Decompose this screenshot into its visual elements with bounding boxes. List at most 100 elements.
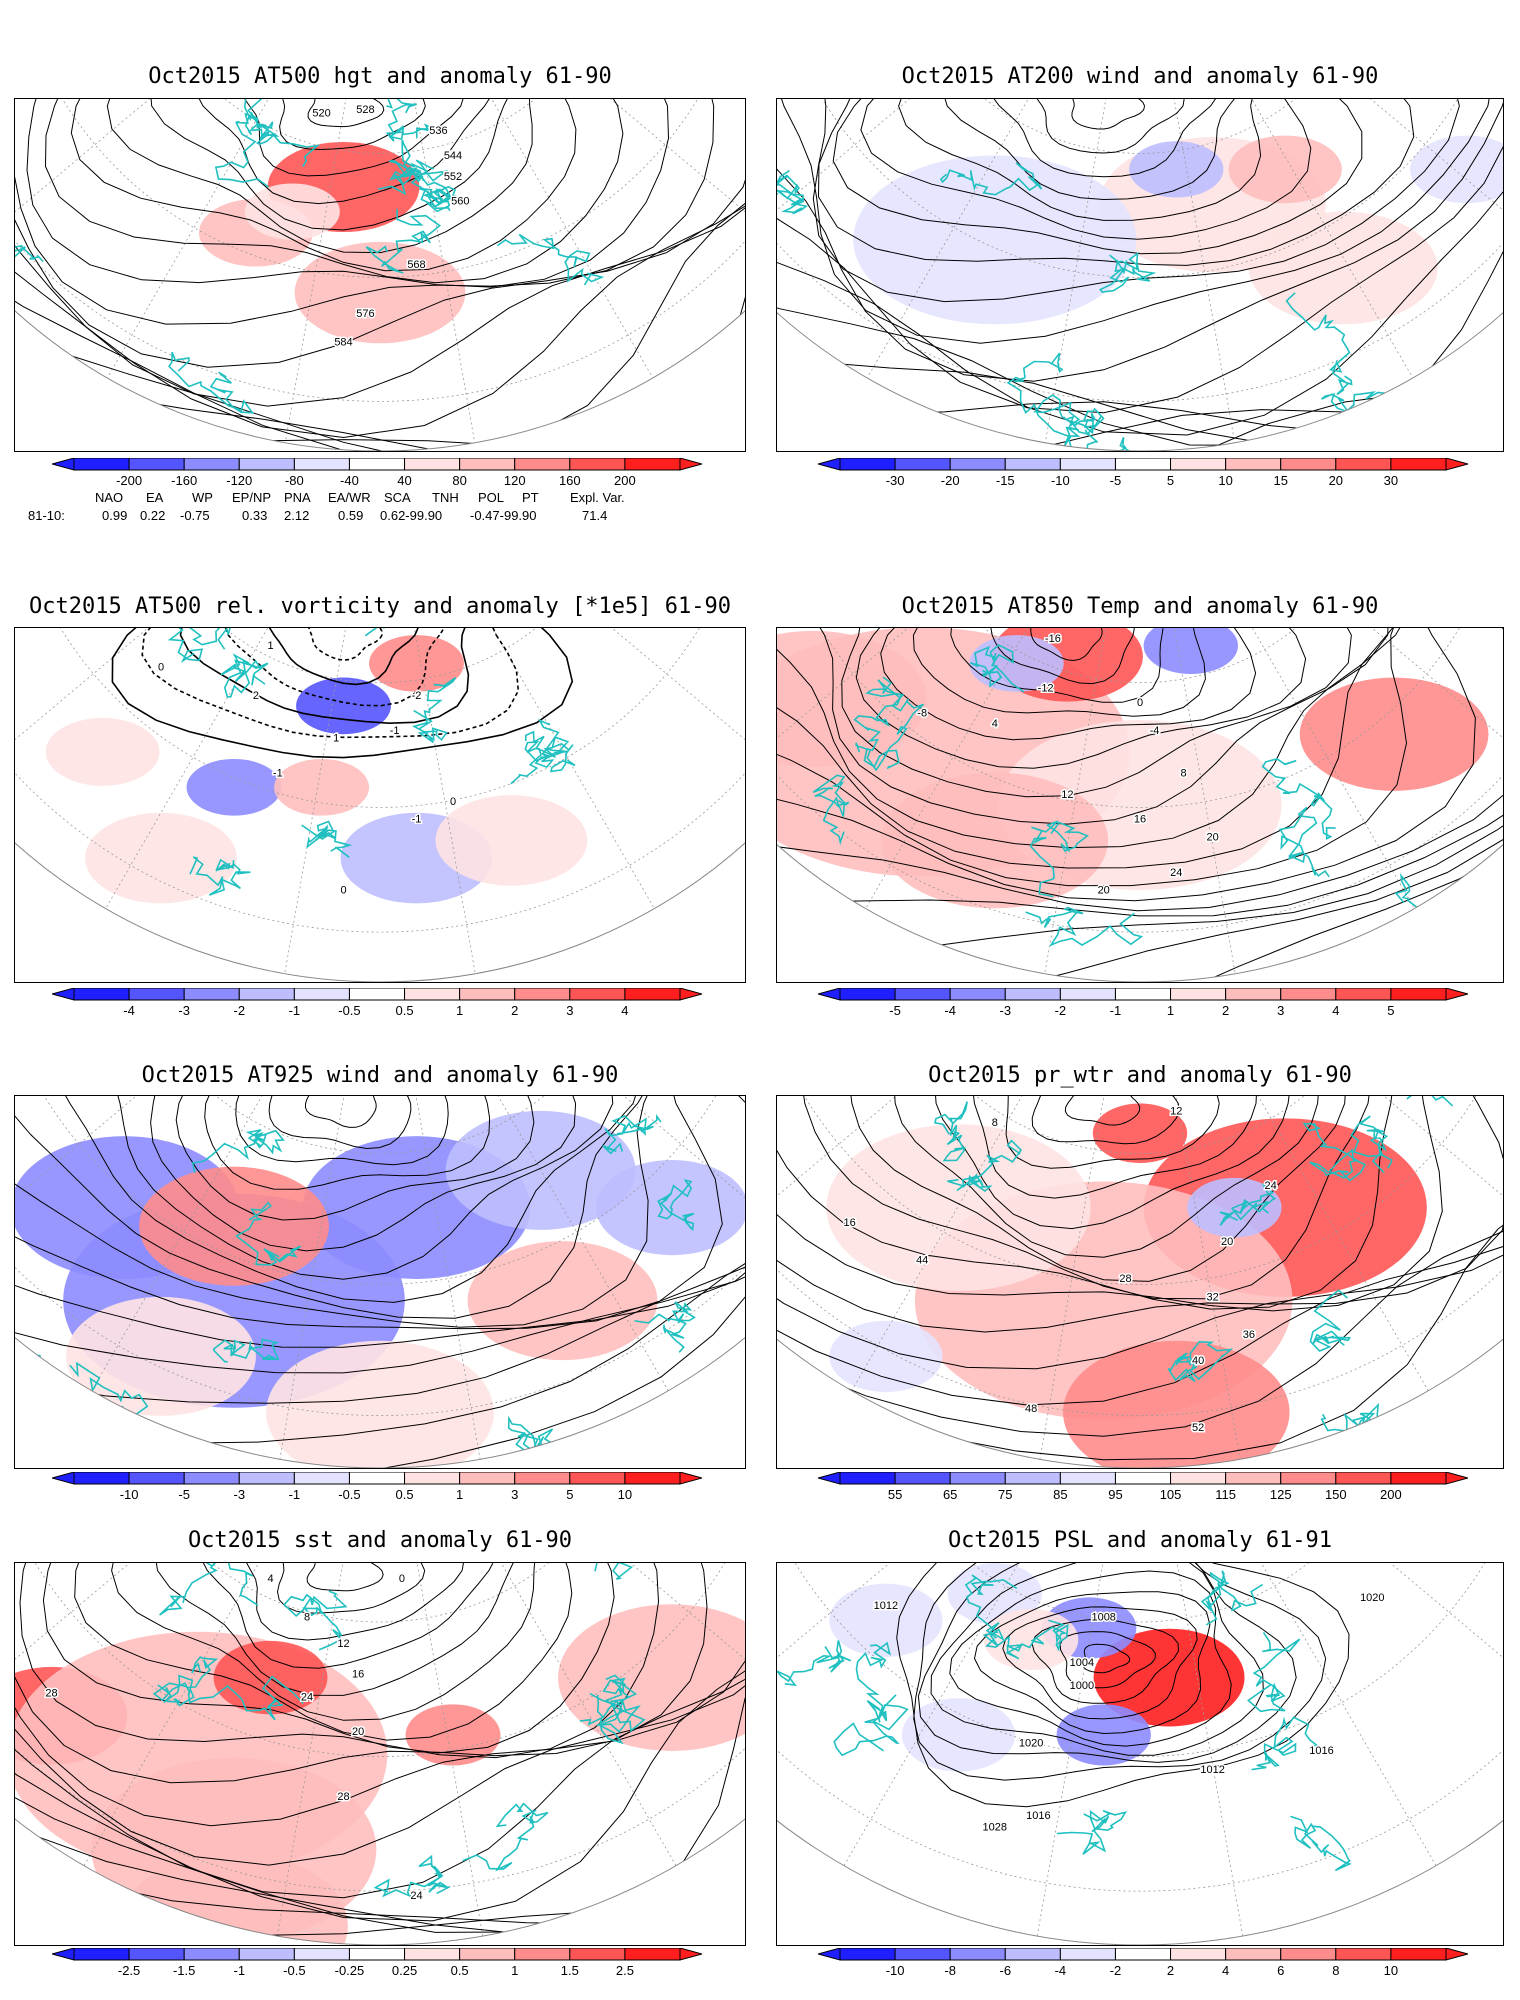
contour-line (1031, 1618, 1179, 1704)
contour-label: 24 (410, 1890, 422, 1902)
colorbar-segment (128, 988, 185, 1001)
colorbar-tick-label: -8 (944, 1963, 956, 1978)
coastline (462, 1802, 549, 1872)
contour-line (222, 628, 450, 707)
coastline (1320, 386, 1426, 416)
map-layer (777, 99, 1503, 451)
coastline (152, 1655, 219, 1704)
colorbar-hgt500: -200 -160 -120 -80 -40 40 80 120 160 200 (52, 458, 702, 488)
colorbar-tick-label: 75 (998, 1487, 1012, 1502)
contour-line (777, 628, 1503, 912)
contour-line (1030, 628, 1103, 662)
contour-label: 0 (399, 1573, 405, 1585)
colorbar-segment (238, 988, 295, 1001)
coastline (168, 351, 255, 414)
colorbar-segment (514, 458, 571, 471)
colorbar-segment (404, 1948, 461, 1961)
coastline (388, 139, 457, 212)
colorbar-svg: -30 -20 -15 -10 -5 5 10 15 20 30 (818, 458, 1468, 488)
panel-title: Oct2015 pr_wtr and anomaly 61-90 (928, 1063, 1352, 1088)
colorbar-segment (73, 1948, 130, 1961)
coastline (1394, 873, 1467, 937)
colorbar-tick-label: 5 (1167, 473, 1174, 488)
contour-label: 24 (1265, 1180, 1277, 1192)
contour-line (1002, 1606, 1198, 1720)
contour-label: 1 (333, 732, 339, 744)
contour-label: 16 (352, 1669, 364, 1681)
anomaly-shade (1063, 1340, 1290, 1468)
colorbar-tick-label: 65 (943, 1487, 957, 1502)
colorbar-segment (1390, 988, 1447, 1001)
map-wind200 (776, 98, 1504, 452)
colorbar-segment (404, 1472, 461, 1485)
coastline (594, 1563, 684, 1580)
contour-line (179, 628, 473, 725)
graticule-meridian (1139, 1563, 1244, 1937)
coastline (364, 628, 444, 637)
colorbar-segment (73, 988, 130, 1001)
colorbar-segment (404, 988, 461, 1001)
coastline (365, 208, 442, 274)
colorbar-segment (1280, 1472, 1337, 1485)
coastline (1290, 1815, 1352, 1872)
contour-label: 28 (1119, 1273, 1131, 1285)
contour-line (912, 628, 1206, 717)
panel-temp850: Oct2015 AT850 Temp and anomaly 61-90 -16… (760, 520, 1520, 1020)
index-value: 0.33 (242, 508, 268, 523)
colorbar-tick-label: -1 (289, 1487, 301, 1502)
colorbar-arrow-high (679, 1948, 702, 1961)
index-value: -0.47-99.90 (470, 508, 537, 523)
contour-line (972, 1096, 1258, 1199)
contour-line (855, 628, 1307, 769)
colorbar-arrow-low (52, 1948, 75, 1961)
index-header: SCA (384, 490, 411, 505)
contour-label: 1004 (1070, 1657, 1094, 1669)
contour-line (15, 99, 715, 325)
contour-line (103, 1096, 614, 1280)
anomaly-shade (1093, 1628, 1245, 1727)
contour-line (238, 99, 466, 177)
contour-line (880, 628, 1257, 741)
colorbar-tick-label: 2 (1167, 1963, 1174, 1978)
contour-line (306, 1563, 384, 1592)
anomaly-shade (853, 155, 1137, 325)
contour-line (848, 1096, 1347, 1282)
index-header: PNA (284, 490, 311, 505)
colorbar-tick-label: -120 (226, 473, 252, 488)
colorbar-segment (459, 988, 516, 1001)
graticule-latitude (890, 628, 1390, 684)
colorbar-tick-label: 10 (1384, 1963, 1398, 1978)
colorbar-segment (1059, 1472, 1116, 1485)
contour-line (777, 628, 1432, 869)
contour-label: 536 (429, 125, 447, 137)
anomaly-shade (445, 1110, 636, 1230)
anomaly-shade (558, 1604, 745, 1751)
colorbar-segment (1170, 988, 1227, 1001)
colorbar-arrow-low (818, 1948, 841, 1961)
coastline (1496, 1378, 1503, 1451)
anomaly-shade (186, 758, 282, 816)
colorbar-arrow-low (818, 988, 841, 1001)
map-temp850: -16 -12 -8 -4 4 0 8 12 16 20 24 20 (776, 627, 1504, 983)
colorbar-tick-label: 5 (566, 1487, 573, 1502)
colorbar-tick-label: -1 (1110, 1003, 1122, 1018)
map-wind925 (14, 1095, 746, 1469)
contour-line (777, 1096, 1503, 1370)
contour-line (44, 1096, 644, 1303)
contour-label: 1 (267, 640, 273, 652)
contour-line (150, 1096, 577, 1252)
contour-line (777, 99, 1503, 436)
colorbar-tick-label: 5 (1387, 1003, 1394, 1018)
contour-label: -16 (1045, 633, 1061, 645)
contour-label: 20 (1221, 1236, 1233, 1248)
colorbar-tick-label: 3 (1277, 1003, 1284, 1018)
anomaly-shade (1410, 135, 1503, 204)
anomaly-shade (139, 1166, 329, 1286)
colorbar-segment (1114, 1472, 1172, 1485)
colorbar-tick-label: 150 (1325, 1487, 1347, 1502)
contour-line (777, 1096, 1503, 1406)
coastline (1068, 415, 1134, 451)
map-layer (777, 1096, 1503, 1468)
colorbar-segment (1225, 1948, 1282, 1961)
colorbar-tick-label: -0.25 (335, 1963, 365, 1978)
